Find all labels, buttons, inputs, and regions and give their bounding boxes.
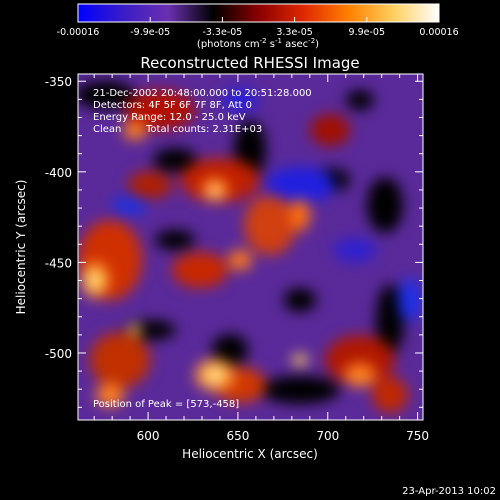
heatmap-blob <box>344 363 376 387</box>
annotation-energy: Energy Range: 12.0 - 25.0 keV <box>93 112 246 123</box>
heatmap-blob <box>372 377 408 413</box>
y-axis-label: Heliocentric Y (arcsec) <box>14 180 28 315</box>
heatmap-blob <box>333 238 377 262</box>
heatmap-blob <box>284 288 316 312</box>
y-tick-label: -350 <box>45 75 72 89</box>
heatmap-blob <box>367 177 403 233</box>
heatmap-blob <box>209 184 221 196</box>
heatmap-blob <box>290 199 310 231</box>
heatmap-blob <box>260 376 340 404</box>
colorbar-tick-label: 9.9e-05 <box>349 27 385 38</box>
heatmap-blob <box>87 270 103 290</box>
heatmap-blob <box>90 332 150 388</box>
colorbar-tick-label: -9.9e-05 <box>130 27 170 38</box>
heatmap-blob <box>129 324 141 336</box>
y-tick-label: -500 <box>45 347 72 361</box>
heatmap-blob <box>205 367 225 383</box>
x-tick-label: 750 <box>406 429 429 443</box>
footer-date: 23-Apr-2013 10:02 <box>402 486 496 497</box>
y-tick-label: -400 <box>45 166 72 180</box>
annotation-detectors: Detectors: 4F 5F 6F 7F 8F, Att 0 <box>93 100 252 111</box>
colorbar-unit-label: (photons cm-2 s-1 asec-2) <box>197 37 319 50</box>
chart-title: Reconstructed RHESSI Image <box>140 54 359 72</box>
x-tick-label: 600 <box>137 429 160 443</box>
x-axis-label: Heliocentric X (arcsec) <box>182 447 318 461</box>
colorbar-tick-label: -3.3e-05 <box>202 27 242 38</box>
heatmap-blob <box>228 250 252 270</box>
x-tick-label: 650 <box>226 429 249 443</box>
x-tick-label: 700 <box>316 429 339 443</box>
heatmap-blob <box>292 354 308 366</box>
heatmap-blob <box>346 90 374 110</box>
annotation-clean: Clean <box>93 124 121 135</box>
heatmap-blob <box>128 171 172 199</box>
y-tick-label: -450 <box>45 256 72 270</box>
heatmap-blob <box>398 278 422 322</box>
colorbar-tick-labels: -0.00016 -9.9e-05 -3.3e-05 3.3e-05 9.9e-05 0.… <box>57 27 459 38</box>
heatmap-blob <box>123 120 147 140</box>
colorbar-tick-label: -0.00016 <box>57 27 100 38</box>
colorbar-tick-label: 0.00016 <box>419 27 458 38</box>
heatmap-blob <box>155 230 195 250</box>
colorbar <box>78 4 439 22</box>
annotation-counts: Total counts: 2.31E+03 <box>145 124 262 135</box>
heatmap-blob <box>310 114 350 146</box>
annotation-peak: Position of Peak = [573,-458] <box>93 399 239 410</box>
heatmap-blob <box>244 195 296 255</box>
annotation-time: 21-Dec-2002 20:48:00.000 to 20:51:28.000 <box>93 88 312 99</box>
heatmap-blob <box>172 252 228 288</box>
